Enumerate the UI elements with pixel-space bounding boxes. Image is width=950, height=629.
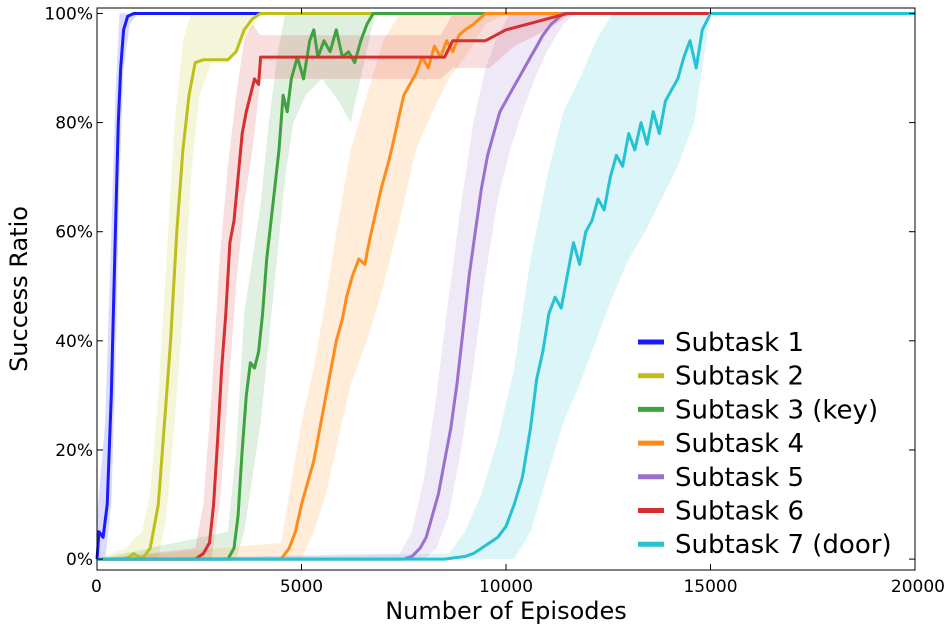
line-subtask-1: [95, 12, 915, 560]
x-tick-label: 5000: [280, 577, 323, 597]
y-axis-label: Success Ratio: [5, 206, 33, 372]
y-tick-label: 40%: [55, 332, 93, 352]
legend-label-subtask-4: Subtask 4: [675, 429, 804, 459]
y-tick-label: 60%: [55, 223, 93, 243]
legend-label-subtask-7-door: Subtask 7 (door): [675, 530, 892, 560]
y-tick-label: 0%: [66, 550, 93, 570]
line-subtask-5: [97, 12, 915, 561]
legend-label-subtask-1: Subtask 1: [675, 328, 804, 358]
x-tick-label: 20000: [891, 577, 945, 597]
band-subtask-3-key: [97, 13, 915, 560]
y-tick-label: 100%: [44, 4, 93, 24]
x-axis-ticks: 0 5000 10000 15000 20000: [91, 8, 945, 597]
legend-label-subtask-3-key: Subtask 3 (key): [675, 395, 878, 425]
x-axis-label: Number of Episodes: [385, 597, 627, 625]
legend-label-subtask-5: Subtask 5: [675, 463, 804, 493]
line-subtask-3-key: [97, 12, 915, 561]
x-tick-label: 10000: [479, 577, 533, 597]
line-subtask-6: [97, 12, 915, 561]
confidence-bands: [97, 13, 915, 560]
line-subtask-7-door: [97, 12, 915, 561]
legend-label-subtask-2: Subtask 2: [675, 362, 804, 392]
legend-label-subtask-6: Subtask 6: [675, 497, 804, 527]
x-tick-label: 0: [91, 577, 102, 597]
series-lines: [95, 12, 915, 561]
y-axis-ticks: 0% 20% 40% 60% 80% 100%: [44, 4, 915, 570]
y-tick-label: 20%: [55, 441, 93, 461]
band-subtask-7-door: [97, 13, 915, 560]
line-subtask-4: [97, 12, 915, 561]
x-tick-label: 15000: [683, 577, 737, 597]
band-subtask-5: [97, 13, 915, 560]
y-tick-label: 80%: [55, 114, 93, 134]
